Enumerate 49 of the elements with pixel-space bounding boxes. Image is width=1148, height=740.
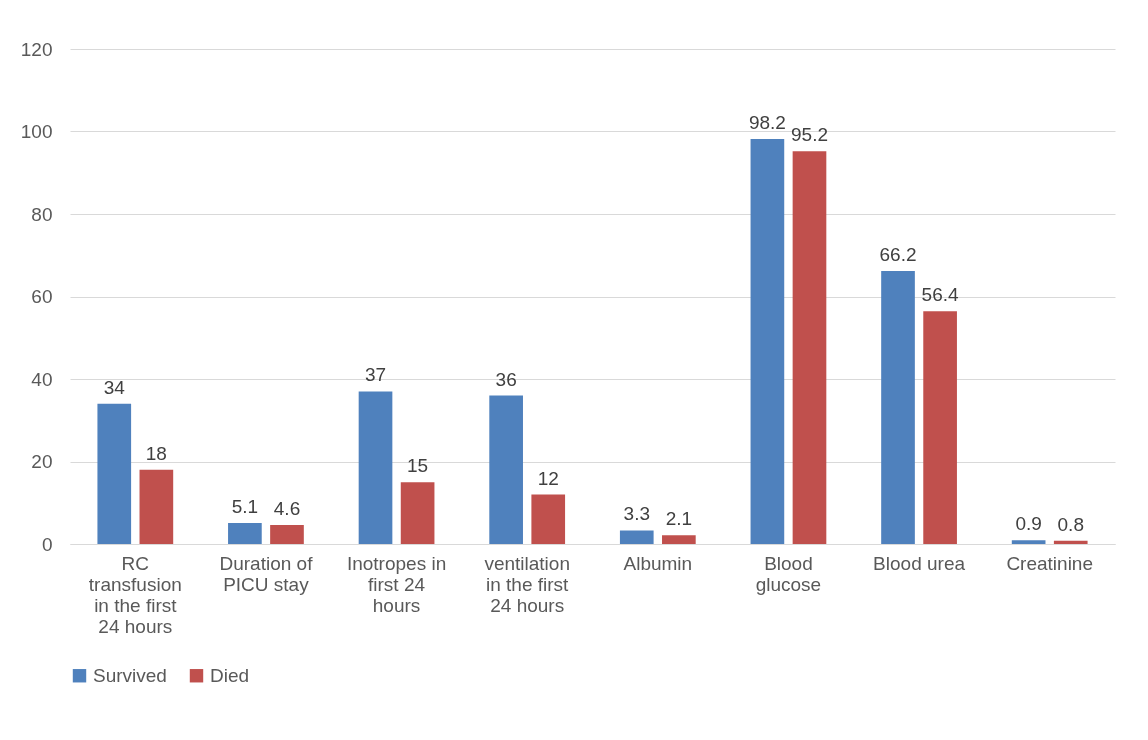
bar bbox=[270, 525, 304, 544]
bar bbox=[881, 270, 915, 544]
data-label: 36 bbox=[495, 368, 517, 390]
y-tick-label: 100 bbox=[20, 121, 53, 142]
data-label: 4.6 bbox=[273, 498, 301, 520]
data-label: 66.2 bbox=[879, 243, 917, 265]
bar bbox=[1011, 540, 1046, 544]
bar bbox=[139, 469, 174, 544]
data-label: 34 bbox=[103, 376, 126, 398]
bar bbox=[619, 530, 654, 544]
data-label: 56.4 bbox=[921, 284, 960, 306]
x-tick-label: Blood glucose bbox=[755, 552, 822, 595]
x-tick-label: Blood urea bbox=[873, 552, 966, 574]
y-tick-label: 120 bbox=[20, 38, 53, 60]
y-tick-label: 40 bbox=[31, 368, 53, 390]
bar bbox=[923, 311, 957, 544]
data-label: 18 bbox=[145, 442, 167, 464]
data-label: 5.1 bbox=[231, 495, 259, 517]
bar bbox=[1053, 540, 1088, 544]
legend-label: Died bbox=[210, 664, 250, 686]
y-tick-label: 0 bbox=[41, 533, 53, 555]
bar bbox=[228, 522, 262, 544]
x-tick-label: Inotropes in first 24 hours bbox=[346, 552, 447, 616]
data-label: 95.2 bbox=[790, 124, 828, 146]
data-label: 0.8 bbox=[1057, 513, 1084, 535]
bar bbox=[792, 151, 827, 544]
x-tick-label: Albumin bbox=[623, 552, 693, 574]
data-label: 2.1 bbox=[665, 508, 693, 530]
bar bbox=[750, 138, 785, 544]
y-tick-label: 20 bbox=[31, 451, 53, 472]
data-label: 0.9 bbox=[1015, 513, 1042, 535]
y-tick-label: 80 bbox=[31, 203, 53, 225]
data-label: 15 bbox=[407, 455, 429, 477]
x-tick-label: ventilation in the first 24 hours bbox=[484, 552, 570, 616]
bar bbox=[358, 391, 393, 544]
y-tick-label: 60 bbox=[31, 286, 53, 307]
x-tick-label: Creatinine bbox=[1006, 552, 1093, 574]
bar bbox=[400, 482, 435, 544]
data-label: 98.2 bbox=[748, 111, 786, 133]
data-label: 3.3 bbox=[623, 503, 650, 525]
bar bbox=[97, 403, 132, 544]
x-tick-label: RC transfusion in the first 24 hours bbox=[88, 552, 182, 637]
x-tick-label: Duration of PICU stay bbox=[219, 552, 314, 595]
bar bbox=[662, 535, 696, 544]
data-label: 37 bbox=[364, 364, 387, 386]
bar bbox=[489, 395, 523, 544]
legend-label: Survived bbox=[93, 664, 167, 686]
bar bbox=[531, 494, 566, 544]
data-label: 12 bbox=[537, 467, 559, 489]
